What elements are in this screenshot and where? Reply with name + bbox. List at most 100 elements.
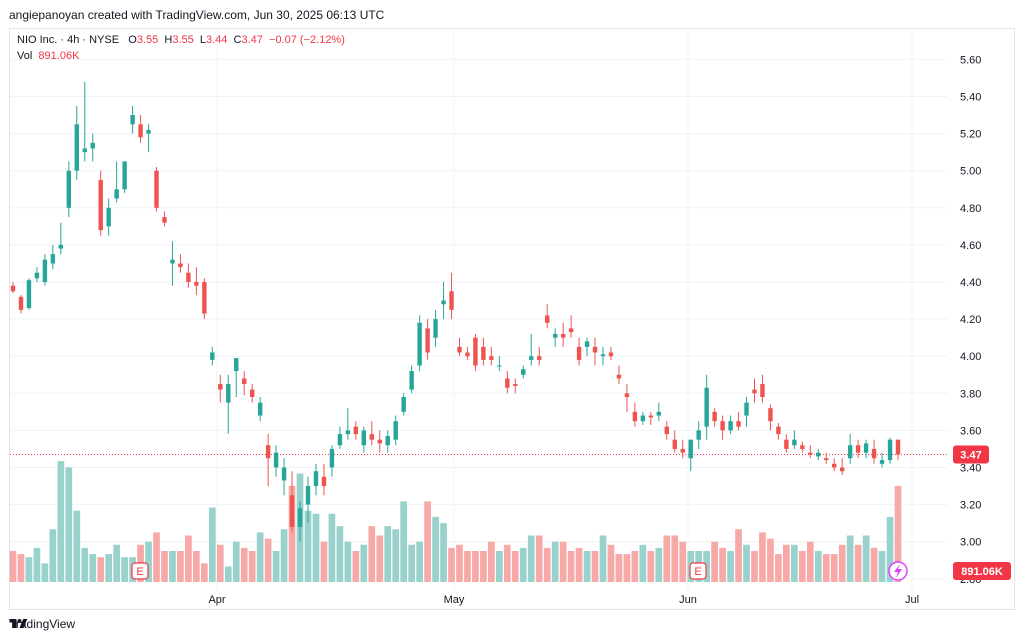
volume-bar	[511, 551, 519, 582]
candle-body	[839, 467, 845, 472]
candle-body	[465, 352, 470, 357]
volume-bar	[73, 510, 81, 582]
open-value: 3.55	[136, 34, 159, 46]
volume-bar	[791, 544, 798, 582]
volume-bar	[559, 541, 567, 582]
y-tick-label: 5.40	[960, 92, 981, 104]
last-price-badge-label: 3.47	[960, 450, 981, 462]
candle-body	[26, 280, 32, 308]
volume-bar	[711, 541, 718, 582]
candle-body	[529, 356, 534, 360]
volume-bar	[161, 551, 168, 582]
volume-bar	[280, 529, 288, 582]
volume-bar	[177, 551, 184, 582]
volume-bar	[679, 541, 687, 582]
candle-body	[226, 384, 231, 403]
volume-bar	[743, 544, 750, 582]
candle-body	[385, 435, 390, 446]
volume-bar	[639, 544, 647, 582]
volume-bar	[33, 547, 41, 582]
last-price-badge	[953, 445, 989, 464]
volume-bar	[830, 554, 838, 582]
candle-body	[513, 384, 518, 386]
volume-bar	[9, 551, 17, 582]
candle-body	[154, 170, 159, 208]
volume-bar	[97, 557, 105, 582]
volume-bar	[854, 544, 862, 582]
candle-body	[449, 291, 454, 310]
candle-body	[353, 426, 359, 435]
candle-body	[855, 445, 861, 453]
candle-body	[210, 352, 215, 360]
volume-bar	[567, 551, 575, 582]
volume-bar	[320, 541, 328, 582]
candle-body	[401, 397, 406, 412]
volume-bar	[751, 551, 758, 582]
candle-body	[760, 384, 765, 398]
candle-body	[58, 244, 64, 249]
volume-bar	[65, 467, 73, 582]
candle-body	[568, 328, 574, 333]
volume-bar	[503, 544, 511, 582]
candle-body	[824, 458, 829, 461]
volume-bar	[599, 535, 607, 582]
candle-body	[329, 448, 335, 468]
candle-body	[744, 402, 749, 416]
candle-body	[417, 322, 422, 366]
candle-body	[584, 341, 590, 347]
volume-bar	[775, 554, 782, 582]
footer-brand[interactable]: TradingView	[9, 617, 75, 631]
volume-bar	[256, 532, 264, 582]
volume-bar	[519, 547, 527, 582]
candle-body	[194, 282, 199, 286]
y-tick-label: 3.60	[960, 425, 981, 437]
candle-body	[656, 411, 662, 416]
candle-body	[377, 439, 382, 444]
volume-bar	[224, 566, 232, 582]
y-tick-label: 3.00	[960, 537, 981, 549]
candle-body	[90, 142, 95, 149]
volume-bar	[368, 526, 376, 582]
candle-body	[576, 346, 582, 360]
volume-bar	[113, 544, 120, 582]
candle-body	[879, 460, 885, 464]
low-value: 3.44	[206, 34, 228, 46]
volume-bar	[631, 551, 639, 582]
candle-body	[82, 148, 87, 153]
volume-bar	[767, 538, 774, 582]
candle-body	[720, 421, 725, 431]
volume-bar	[727, 551, 734, 582]
volume-bar	[240, 547, 248, 582]
candle-body	[289, 495, 295, 527]
y-tick-label: 5.20	[960, 129, 981, 141]
candle-body	[433, 319, 438, 338]
volume-bar	[272, 551, 280, 582]
candle-body	[736, 421, 741, 427]
close-value: 3.47	[241, 34, 263, 46]
volume-bar	[591, 551, 599, 582]
chart-area[interactable]	[9, 28, 1015, 610]
volume-value: 891.06K	[38, 50, 80, 62]
x-tick-label: Jul	[905, 594, 919, 606]
candle-body	[497, 365, 502, 367]
change-value: −0.07 (−2.12%)	[269, 34, 345, 46]
volume-bar	[647, 551, 655, 582]
volume-bar	[328, 513, 336, 582]
candle-body	[66, 170, 72, 208]
candle-body	[178, 263, 183, 268]
volume-bar	[663, 535, 671, 582]
candle-body	[321, 476, 327, 487]
volume-bar	[384, 526, 392, 582]
y-tick-label: 3.80	[960, 388, 981, 400]
open-label: O	[128, 34, 137, 46]
volume-bar	[360, 544, 368, 582]
volume-bar	[49, 529, 57, 582]
volume-bar	[575, 547, 583, 582]
volume-bar	[81, 547, 89, 582]
y-tick-label: 3.20	[960, 500, 981, 512]
volume-bar	[814, 551, 822, 582]
candle-body	[688, 439, 693, 459]
y-tick-label: 5.60	[960, 54, 981, 66]
